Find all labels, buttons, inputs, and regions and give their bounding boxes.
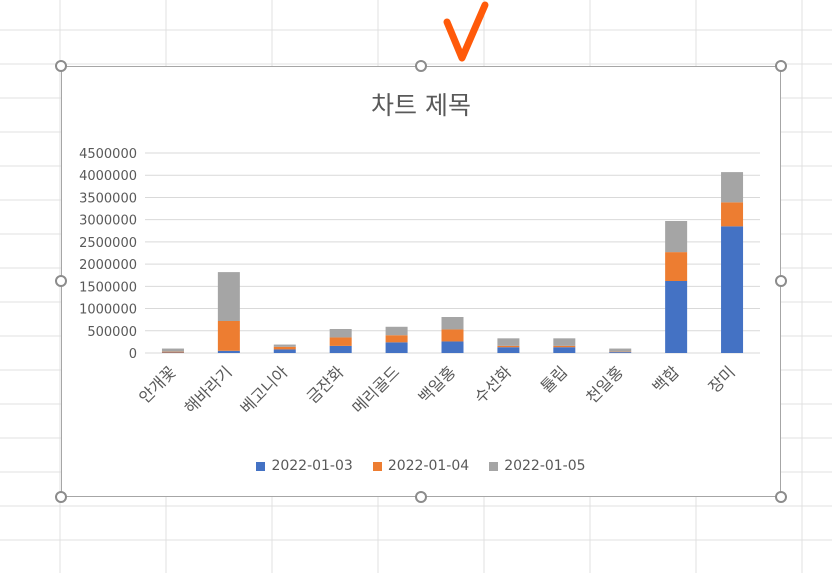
x-tick-label: 메리골드 <box>348 362 403 417</box>
legend-swatch-series-1 <box>256 461 266 471</box>
bar-segment[interactable] <box>441 341 464 353</box>
bar-segment[interactable] <box>553 347 576 353</box>
bar-segment[interactable] <box>553 338 576 346</box>
x-tick-label: 장미 <box>705 362 739 396</box>
bar-segment[interactable] <box>441 317 464 330</box>
legend-item-series-1[interactable]: 2022-01-03 <box>256 458 353 474</box>
bar-segment[interactable] <box>721 172 744 203</box>
bar-segment[interactable] <box>497 347 520 353</box>
bar-segment[interactable] <box>497 345 520 348</box>
y-tick-label: 0 <box>129 347 137 362</box>
bar-segment[interactable] <box>161 351 184 353</box>
y-tick-label: 3000000 <box>79 214 137 229</box>
y-tick-label: 1500000 <box>79 280 137 295</box>
resize-handle-right[interactable] <box>775 275 787 287</box>
y-tick-label: 1000000 <box>79 303 137 318</box>
legend-label-series-2: 2022-01-04 <box>387 458 470 474</box>
resize-handle-top[interactable] <box>415 60 427 72</box>
bar-segment[interactable] <box>273 344 296 347</box>
legend-item-series-2[interactable]: 2022-01-04 <box>372 458 470 474</box>
chart-legend[interactable]: 2022-01-03 2022-01-04 2022-01-05 <box>61 458 781 474</box>
bar-segment[interactable] <box>385 335 408 343</box>
bar-segment[interactable] <box>721 202 744 227</box>
x-tick-label: 백합 <box>649 362 683 396</box>
legend-item-series-3[interactable]: 2022-01-05 <box>489 458 586 474</box>
chart-area[interactable] <box>61 66 781 497</box>
legend-label-series-3: 2022-01-05 <box>504 458 586 474</box>
bar-segment[interactable] <box>329 337 352 346</box>
bar-segment[interactable] <box>217 321 240 351</box>
bar-segment[interactable] <box>329 329 352 338</box>
legend-label-series-1: 2022-01-03 <box>271 458 353 474</box>
resize-handle-top-left[interactable] <box>55 60 67 72</box>
bar-segment[interactable] <box>665 221 688 253</box>
resize-handle-top-right[interactable] <box>775 60 787 72</box>
bar-segment[interactable] <box>665 252 688 281</box>
resize-handle-bottom-left[interactable] <box>55 491 67 503</box>
x-tick-label: 금잔화 <box>303 362 348 407</box>
resize-handle-bottom-right[interactable] <box>775 491 787 503</box>
bar-segment[interactable] <box>161 348 184 352</box>
bar-segment[interactable] <box>721 226 744 353</box>
x-tick-label: 천일홍 <box>582 362 627 407</box>
resize-handle-left[interactable] <box>55 275 67 287</box>
x-tick-label: 백일홍 <box>415 362 460 407</box>
bar-segment[interactable] <box>553 345 576 348</box>
bar-segment[interactable] <box>497 338 520 346</box>
bar-segment[interactable] <box>385 326 408 336</box>
y-tick-label: 2000000 <box>79 258 137 273</box>
x-tick-label: 해바라기 <box>181 362 236 417</box>
bar-segment[interactable] <box>385 342 408 353</box>
y-tick-label: 500000 <box>87 325 137 340</box>
x-tick-label: 튤립 <box>537 362 571 396</box>
chart-title[interactable]: 차트 제목 <box>371 91 471 120</box>
bar-segment[interactable] <box>217 272 240 321</box>
legend-swatch-series-3 <box>489 461 499 471</box>
bar-segment[interactable] <box>441 329 464 342</box>
y-tick-label: 2500000 <box>79 236 137 251</box>
bar-segment[interactable] <box>273 346 296 350</box>
bar-segment[interactable] <box>329 345 352 353</box>
bar-segment[interactable] <box>217 350 240 353</box>
y-tick-label: 4500000 <box>79 147 137 162</box>
bar-segment[interactable] <box>609 348 632 352</box>
resize-handle-bottom[interactable] <box>415 491 427 503</box>
x-tick-label: 안개꽃 <box>135 362 180 407</box>
x-tick-label: 베고니아 <box>237 362 292 417</box>
y-tick-label: 3500000 <box>79 191 137 206</box>
legend-swatch-series-2 <box>372 461 382 471</box>
bar-segment[interactable] <box>609 352 632 353</box>
bar-segment[interactable] <box>665 281 688 353</box>
x-tick-label: 수선화 <box>471 362 516 407</box>
y-tick-label: 4000000 <box>79 169 137 184</box>
bar-segment[interactable] <box>273 349 296 353</box>
